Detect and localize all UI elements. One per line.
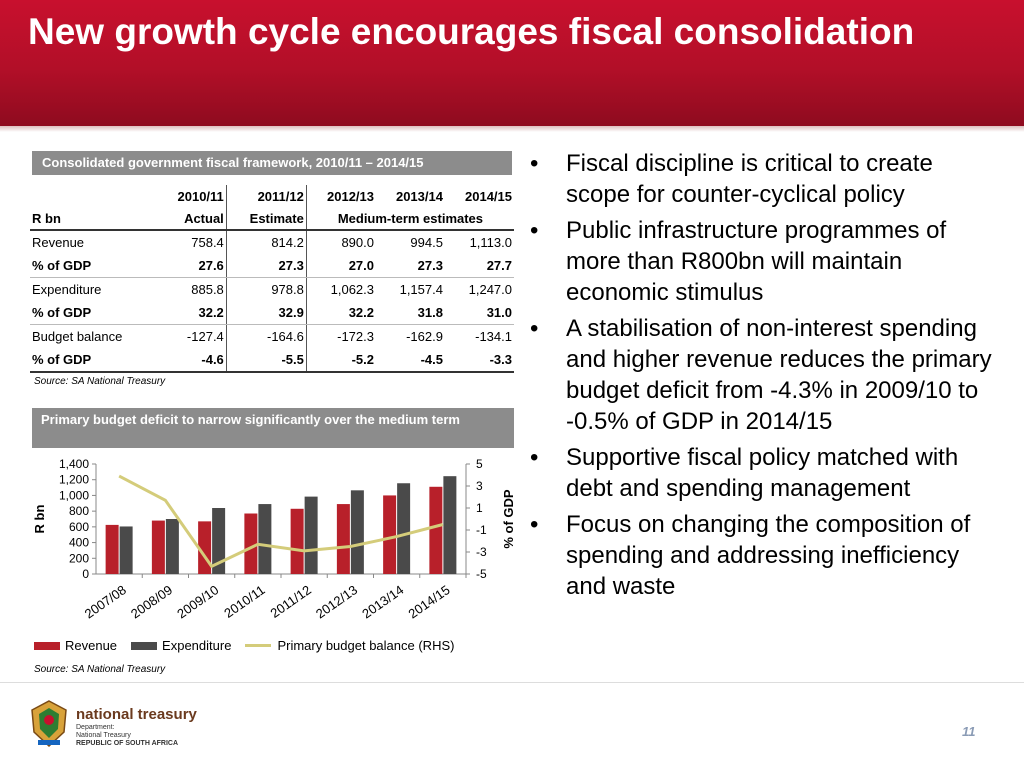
y-tick-label: 1,000 [59, 488, 89, 502]
x-tick-label: 2014/15 [405, 582, 452, 621]
bar-expenditure [443, 476, 457, 574]
bar-revenue [290, 508, 304, 574]
x-tick-label: 2013/14 [359, 582, 406, 621]
bullet-item: • Public infrastructure programmes of mor… [530, 217, 947, 306]
legend-item-balance: Primary budget balance (RHS) [245, 638, 454, 653]
legend-swatch-expenditure [131, 641, 158, 650]
coat-of-arms-icon [31, 700, 67, 748]
row-label-header: R bn [30, 207, 158, 231]
line-primary-balance [118, 474, 444, 569]
page-number: 11 [962, 724, 976, 739]
x-tick-label: 2011/12 [268, 582, 314, 621]
bullet-glyph: • [530, 315, 539, 342]
table-row: % of GDP 27.6 27.3 27.0 27.3 27.7 [30, 254, 514, 278]
bar-expenditure [258, 504, 272, 574]
y2-axis-title: % of GDP [501, 489, 516, 549]
x-tick-label: 2008/09 [128, 582, 175, 621]
bullet-item: • A stabilisation of non-interest spendin… [530, 315, 992, 435]
y-tick-label: 400 [69, 536, 89, 550]
chart-source: Source: SA National Treasury [34, 664, 166, 675]
bullet-glyph: • [530, 217, 539, 244]
table-row: % of GDP 32.2 32.9 32.2 31.8 31.0 [30, 301, 514, 325]
year-header: 2013/14 [395, 188, 443, 204]
y-tick-label: 1,400 [59, 457, 89, 471]
bullet-item: • Focus on changing the composition of sp… [530, 511, 971, 600]
bullet-item: • Supportive fiscal policy matched with d… [530, 444, 959, 502]
table-source: Source: SA National Treasury [34, 376, 166, 387]
bullet-item: • Fiscal discipline is critical to create… [530, 150, 933, 208]
legend-label: Primary budget balance (RHS) [277, 638, 455, 653]
table-row: Expenditure 885.8 978.8 1,062.3 1,157.4 … [30, 277, 514, 301]
legend-swatch-balance [245, 644, 272, 647]
y2-tick-label: -3 [476, 545, 487, 559]
fiscal-framework-table: 2010/11 2011/12 2012/13 2013/14 2014/15 … [30, 185, 514, 373]
y-axis-title: R bn [32, 505, 47, 534]
year-header: 2011/12 [225, 185, 307, 207]
year-header: 2012/13 [305, 185, 376, 207]
table-header-status: R bn Actual Estimate Medium-term estimat… [30, 207, 514, 231]
chart-legend: Revenue Expenditure Primary budget balan… [34, 638, 468, 653]
department-text: Department: National Treasury REPUBLIC O… [76, 724, 179, 747]
bullet-glyph: • [530, 150, 539, 177]
bullet-glyph: • [530, 444, 539, 471]
bar-revenue [383, 495, 397, 574]
y-tick-label: 600 [69, 520, 89, 534]
bar-expenditure [304, 496, 318, 574]
table-row: Revenue 758.4 814.2 890.0 994.5 1,113.0 [30, 230, 514, 254]
bar-expenditure [119, 526, 133, 574]
bar-expenditure [212, 508, 226, 574]
x-tick-label: 2012/13 [313, 582, 360, 621]
year-header: 2014/15 [465, 188, 512, 204]
bar-revenue [105, 524, 119, 574]
bar-expenditure [165, 519, 179, 574]
legend-swatch-revenue [34, 641, 60, 650]
table-title: Consolidated government fiscal framework… [32, 151, 512, 175]
y-tick-label: 0 [82, 567, 89, 581]
bar-expenditure [397, 483, 411, 574]
title-banner: New growth cycle encourages fiscal conso… [0, 0, 1024, 132]
table-header-years: 2010/11 2011/12 2012/13 2013/14 2014/15 [30, 185, 514, 207]
y-tick-label: 1,200 [59, 473, 89, 487]
legend-label: Revenue [65, 638, 118, 653]
legend-item-revenue: Revenue [34, 638, 117, 653]
bar-expenditure [350, 490, 364, 574]
status-header: Actual [157, 207, 227, 231]
y2-tick-label: -5 [476, 567, 487, 581]
bullet-list: • Fiscal discipline is critical to create… [522, 148, 992, 607]
status-header: Estimate [225, 207, 307, 231]
y2-tick-label: 3 [476, 479, 483, 493]
x-tick-label: 2010/11 [221, 582, 267, 621]
table-row: % of GDP -4.6 -5.5 -5.2 -4.5 -3.3 [30, 348, 514, 373]
slide-title: New growth cycle encourages fiscal conso… [28, 11, 915, 52]
y2-tick-label: 5 [476, 457, 483, 471]
bullet-glyph: • [530, 511, 539, 538]
bar-revenue [151, 520, 165, 574]
brand-name: national treasury [76, 706, 197, 723]
y-tick-label: 200 [69, 551, 89, 565]
year-header: 2010/11 [177, 188, 224, 204]
y2-tick-label: 1 [476, 501, 483, 515]
bar-revenue [244, 513, 258, 574]
y-tick-label: 800 [69, 504, 89, 518]
bar-revenue [336, 504, 350, 574]
x-tick-label: 2009/10 [174, 582, 221, 621]
y2-tick-label: -1 [476, 523, 487, 537]
legend-item-expenditure: Expenditure [131, 638, 231, 653]
bar-revenue [429, 486, 443, 574]
x-tick-label: 2007/08 [82, 582, 129, 621]
table-row: Budget balance -127.4 -164.6 -172.3 -162… [30, 324, 514, 348]
legend-label: Expenditure [162, 638, 232, 653]
footer-divider [0, 682, 1024, 683]
chart-title: Primary budget deficit to narrow signifi… [32, 408, 514, 448]
status-header: Medium-term estimates [305, 207, 514, 231]
